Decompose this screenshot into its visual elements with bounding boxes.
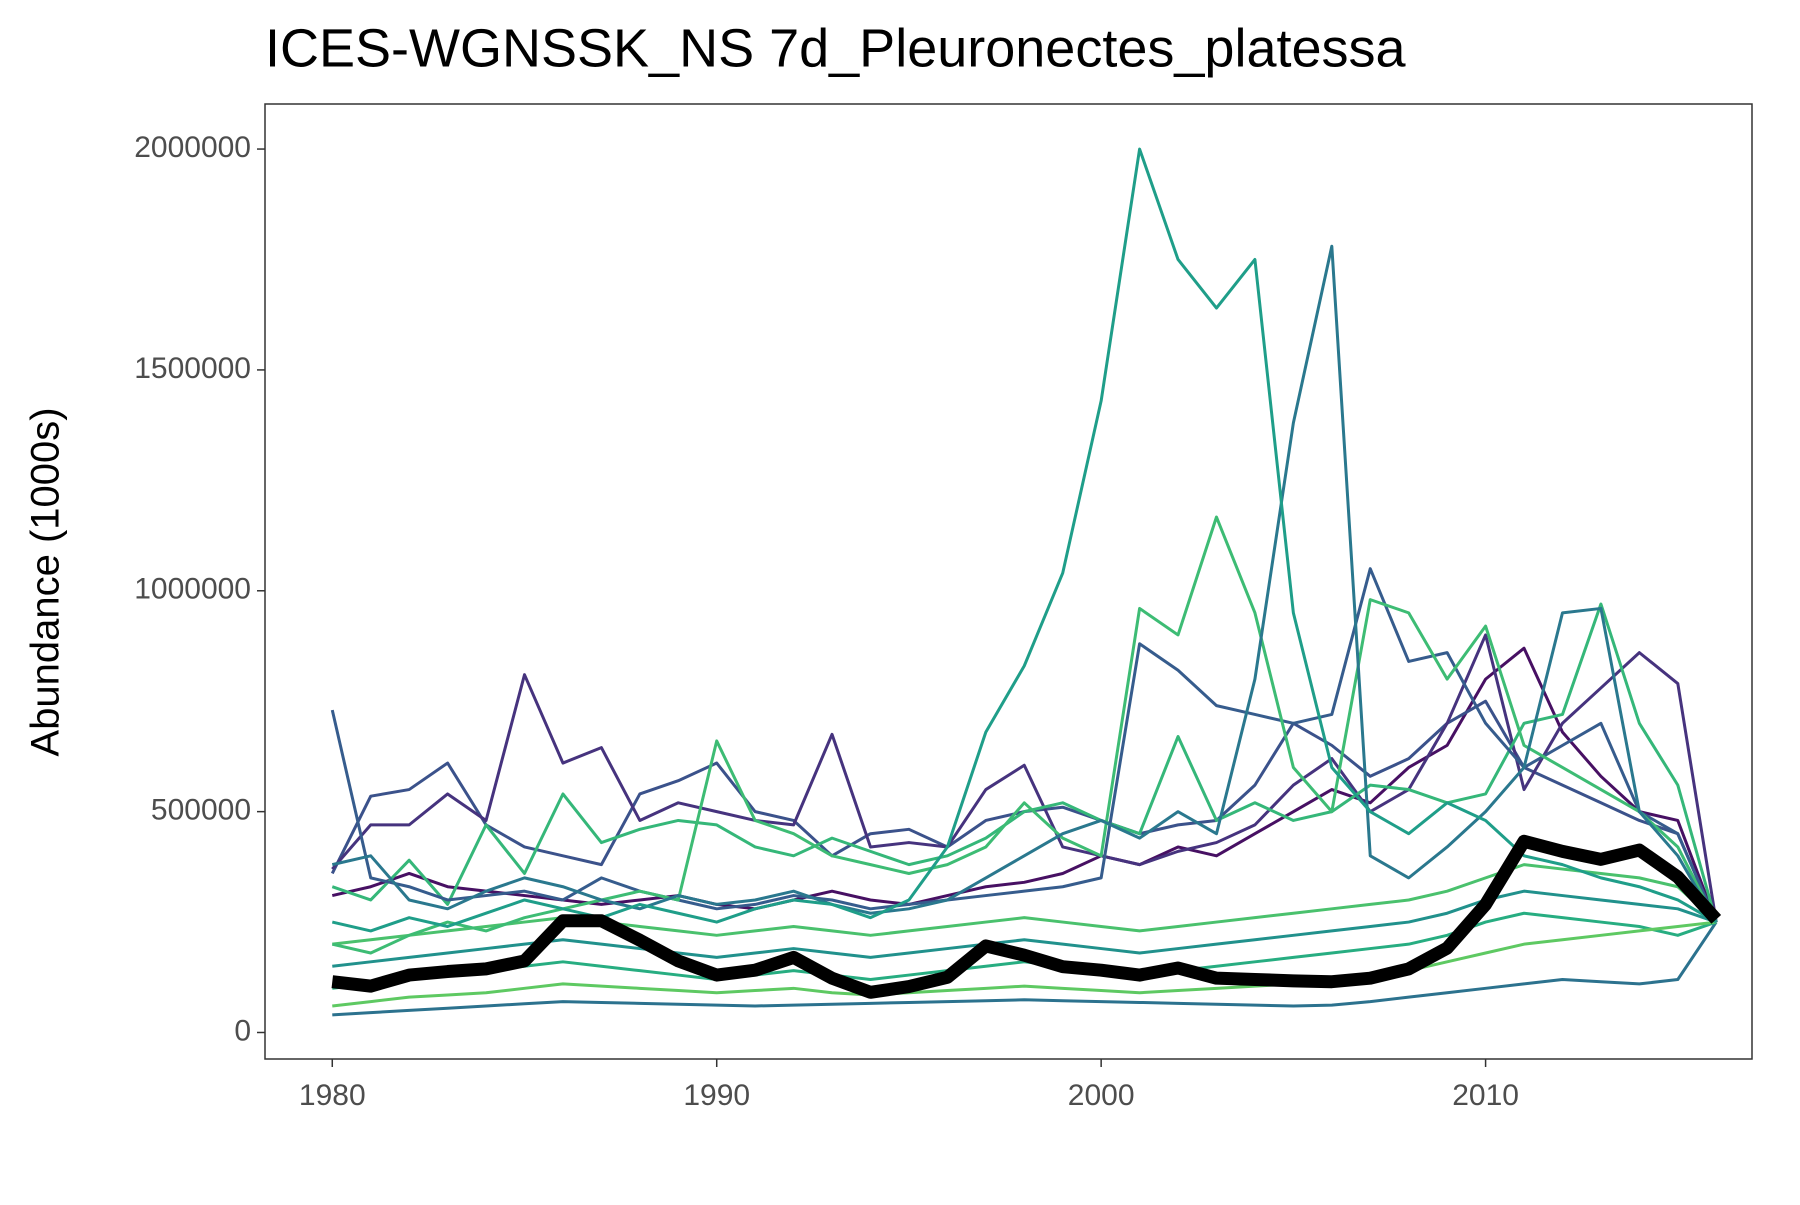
panel-border [264,103,1753,1060]
y-tick-label: 500000 [151,794,251,827]
series-line [331,147,1717,933]
plot-area [330,147,1722,1017]
y-tick-label: 0 [234,1014,251,1047]
summary-line [331,834,1722,999]
series-line [331,244,1718,923]
y-tick-label: 2000000 [134,131,251,164]
y-tick-label: 1500000 [134,352,251,385]
y-axis-label: Abundance (1000s) [24,407,68,756]
x-tick-label: 2010 [1452,1079,1519,1112]
chart-title: ICES-WGNSSK_NS 7d_Pleuronectes_platessa [265,18,1407,78]
x-tick-label: 2000 [1068,1079,1135,1112]
series-line [331,602,1718,923]
x-tick-label: 1980 [299,1079,366,1112]
series-line [332,921,1718,1017]
series-line [330,567,1718,923]
y-tick-label: 1000000 [134,573,251,606]
series-line [332,920,1717,1008]
x-tick-label: 1990 [683,1079,750,1112]
series-line [331,633,1718,923]
